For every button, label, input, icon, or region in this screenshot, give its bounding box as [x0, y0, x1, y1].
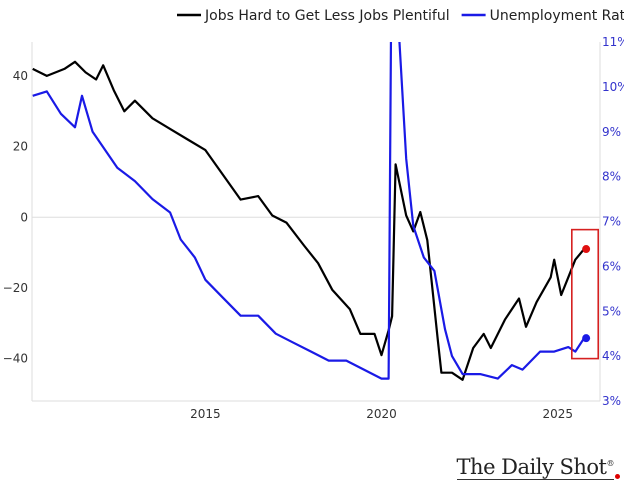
right-tick-label: 6%	[602, 259, 621, 273]
highlight-box	[571, 228, 600, 360]
end-marker	[582, 334, 591, 343]
legend-label-unemployment: Unemployment Rate	[490, 8, 624, 24]
right-tick-label: 10%	[602, 80, 624, 94]
left-tick-label: −20	[3, 281, 28, 295]
x-tick-label: 2020	[366, 407, 397, 421]
legend-label-jobs: Jobs Hard to Get Less Jobs Plentiful	[204, 8, 450, 24]
left-tick-label: 20	[13, 140, 28, 154]
series-line-jobs-hard-less-plentiful	[32, 60, 585, 381]
right-tick-label: 7%	[602, 215, 621, 229]
right-tick-label: 5%	[602, 304, 621, 318]
left-tick-label: −40	[3, 352, 28, 366]
series-line-unemployment-rate	[32, 42, 586, 380]
right-tick-label: 3%	[602, 394, 621, 408]
left-tick-label: 0	[20, 210, 28, 224]
logo-dot	[615, 474, 620, 479]
right-tick-label: 11%	[602, 35, 624, 49]
right-tick-label: 8%	[602, 170, 621, 184]
logo: The Daily Shot®	[456, 452, 614, 480]
right-tick-label: 9%	[602, 125, 621, 139]
x-tick-label: 2025	[542, 407, 573, 421]
x-tick-label: 2015	[190, 407, 221, 421]
right-tick-label: 4%	[602, 349, 621, 363]
left-tick-label: 40	[13, 69, 28, 83]
end-marker	[582, 245, 591, 254]
